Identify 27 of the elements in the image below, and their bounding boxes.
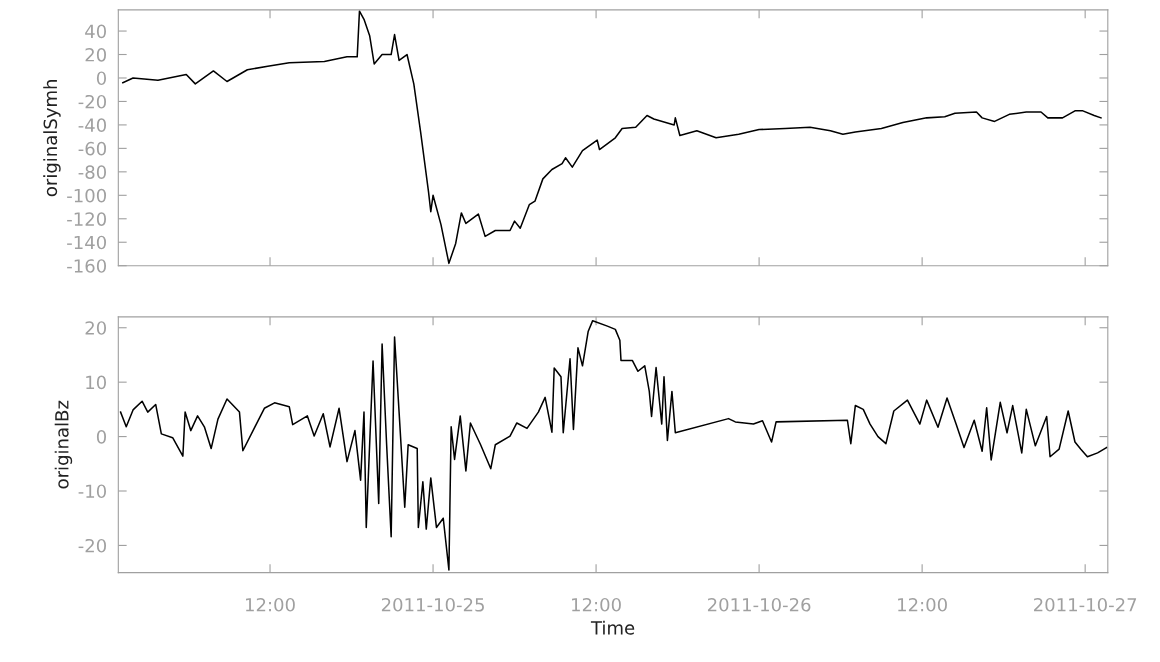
x-tick-label: 2011-10-26 <box>707 597 811 612</box>
x-tick-label: 12:00 <box>898 597 947 612</box>
y-tick-label: -20 <box>78 538 107 553</box>
y-tick-label: -10 <box>78 484 107 499</box>
x-tick-label: 12:00 <box>572 597 621 612</box>
y-tick-label: -100 <box>67 188 107 203</box>
y-tick-label: 0 <box>96 430 107 444</box>
x-tick-label: 12:00 <box>245 597 295 612</box>
y-tick-label: -80 <box>78 165 107 179</box>
y-axis-title: originalBz <box>54 400 73 489</box>
y-tick-label: -20 <box>78 94 107 109</box>
y-tick-label: -60 <box>78 141 107 156</box>
y-axis-title: originalSymh <box>43 80 61 197</box>
y-tick-label: -40 <box>78 118 107 133</box>
x-axis-title: Time <box>590 620 635 635</box>
y-tick-label: 0 <box>96 71 107 86</box>
y-tick-label: -140 <box>67 235 107 250</box>
y-tick-label: -160 <box>67 259 107 273</box>
y-tick-label: -120 <box>67 212 107 226</box>
x-tick-label: 2011-10-25 <box>381 597 484 612</box>
y-tick-label: 20 <box>85 321 107 335</box>
y-tick-label: 40 <box>85 24 107 39</box>
line-series <box>119 319 1108 571</box>
y-tick-label: 10 <box>86 375 107 390</box>
line-series <box>122 10 1102 265</box>
y-tick-label: 20 <box>85 47 107 62</box>
x-tick-label: 2011-10-27 <box>1034 597 1137 612</box>
